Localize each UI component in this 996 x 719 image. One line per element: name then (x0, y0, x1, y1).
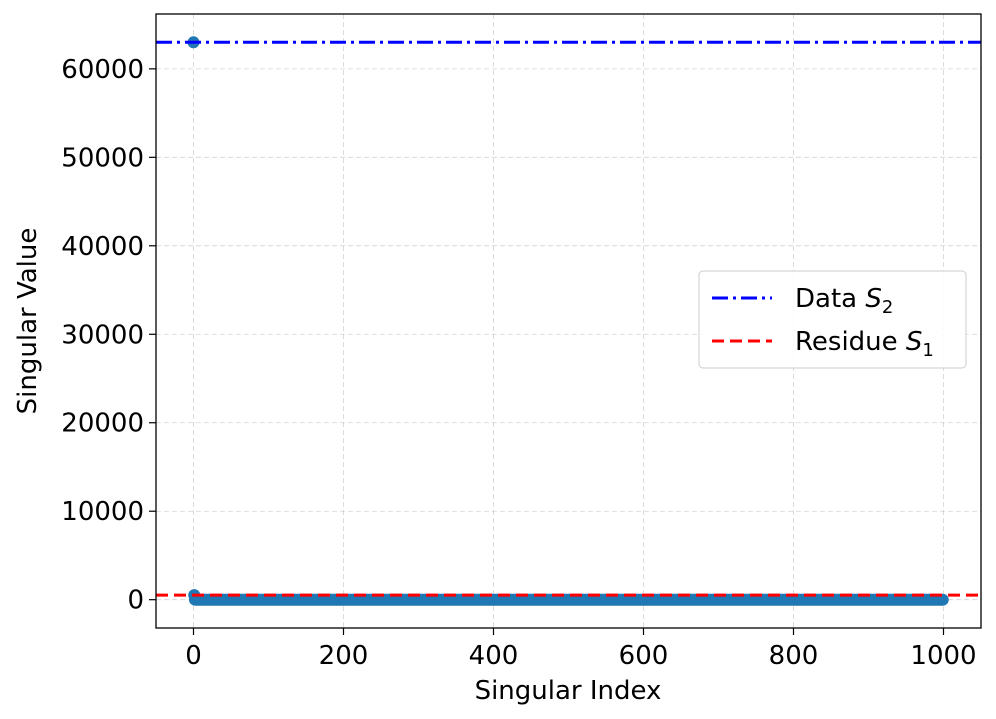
x-tick-label: 800 (769, 641, 819, 671)
y-tick-label: 60000 (61, 55, 144, 85)
y-axis-label: Singular Value (13, 228, 43, 415)
scatter-series (187, 36, 949, 606)
y-tick-label: 0 (127, 586, 144, 616)
x-tick-label: 1000 (910, 641, 976, 671)
y-tick-label: 20000 (61, 409, 144, 439)
plot-frame (155, 13, 982, 629)
y-tick-label: 30000 (61, 320, 144, 350)
legend-label: Residue S1 (795, 327, 934, 361)
legend: Data S2 Residue S1 (698, 270, 967, 369)
y-tick-label: 10000 (61, 497, 144, 527)
axis-ticks: 0 200 400 600 800 100001000020000300004000050… (61, 55, 976, 671)
x-axis-label: Singular Index (475, 676, 662, 706)
legend-label: Data S2 (795, 284, 893, 318)
x-tick-label: 400 (469, 641, 519, 671)
legend-box (698, 270, 967, 369)
y-tick-label: 50000 (61, 143, 144, 173)
y-tick-label: 40000 (61, 232, 144, 262)
reference-lines (156, 40, 981, 597)
x-tick-label: 200 (319, 641, 369, 671)
x-tick-label: 0 (185, 641, 202, 671)
x-tick-label: 600 (619, 641, 669, 671)
